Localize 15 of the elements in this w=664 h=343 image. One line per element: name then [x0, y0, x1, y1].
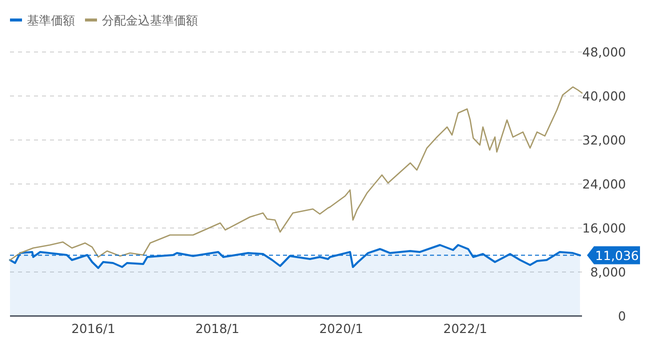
x-tick-label: 2020/1: [319, 321, 364, 336]
x-tick-label: 2018/1: [195, 321, 240, 336]
x-tick-label: 2022/1: [443, 321, 488, 336]
x-tick-label: 2016/1: [71, 321, 116, 336]
ref-line-label: 11,036: [595, 248, 639, 263]
y-tick-label: 16,000: [582, 220, 626, 236]
y-tick-label: 40,000: [582, 88, 626, 104]
y-tick-label: 8,000: [590, 264, 626, 280]
y-tick-label: 0: [618, 308, 626, 324]
y-tick-label: 32,000: [582, 132, 626, 148]
y-tick-label: 48,000: [582, 44, 626, 60]
legend-label: 分配金込基準価額: [102, 14, 198, 28]
ref-line: 11,036: [10, 246, 640, 264]
legend-label: 基準価額: [27, 14, 75, 28]
y-tick-label: 24,000: [582, 176, 626, 192]
